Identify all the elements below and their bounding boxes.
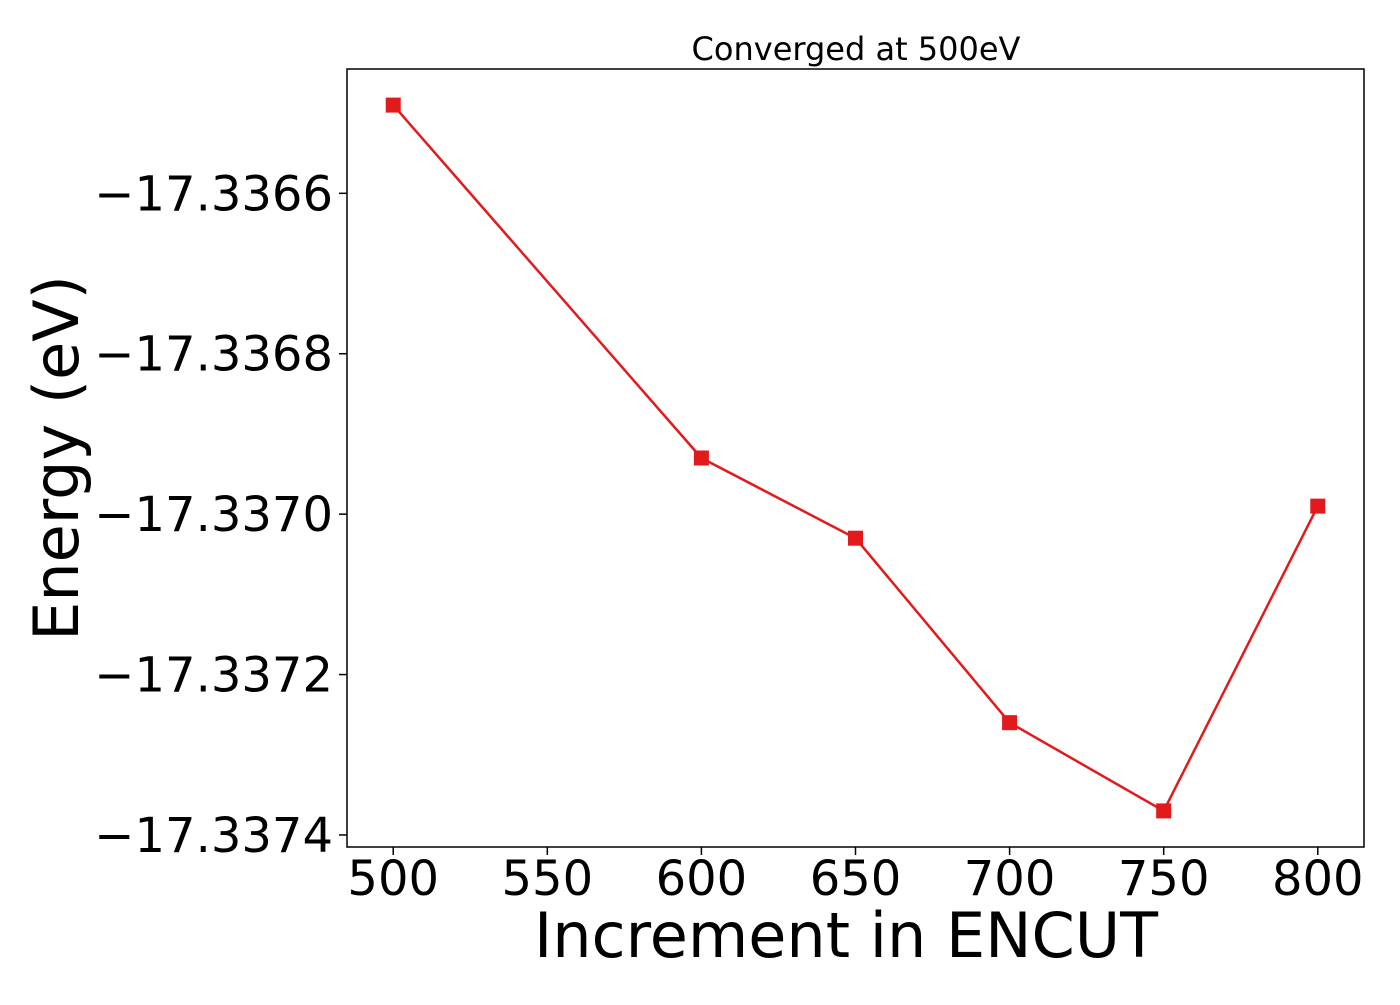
y-tick-label: −17.3366 xyxy=(94,166,333,222)
data-point-marker xyxy=(1156,803,1172,819)
x-tick-label: 700 xyxy=(964,851,1056,907)
x-tick-label: 600 xyxy=(656,851,748,907)
data-point-marker xyxy=(693,450,709,466)
y-tick-label: −17.3370 xyxy=(94,487,333,543)
x-tick-label: 650 xyxy=(810,851,902,907)
y-tick-label: −17.3374 xyxy=(94,808,333,864)
x-tick-label: 800 xyxy=(1272,851,1364,907)
chart-title: Converged at 500eV xyxy=(692,30,1021,68)
y-axis-label: Energy (eV) xyxy=(20,275,93,641)
plot-area-frame xyxy=(346,68,1365,848)
series-layer xyxy=(385,97,1326,819)
y-tick-label: −17.3368 xyxy=(94,327,333,383)
x-axis-label: Increment in ENCUT xyxy=(534,899,1159,972)
data-point-marker xyxy=(1002,715,1018,731)
series-line xyxy=(392,104,1319,813)
data-point-marker xyxy=(848,530,863,546)
y-axis-ticks: −17.3366 −17.3368 −17.3370 −17.3372 −17.3374 xyxy=(94,166,347,864)
x-tick-label: 550 xyxy=(502,851,594,907)
data-point-marker xyxy=(385,97,401,113)
y-tick-label: −17.3372 xyxy=(94,648,333,704)
x-tick-label: 500 xyxy=(347,851,439,907)
x-axis-ticks: 500 550 600 650 700 750 800 xyxy=(347,847,1364,907)
x-tick-label: 750 xyxy=(1118,851,1210,907)
data-point-marker xyxy=(1310,498,1326,514)
